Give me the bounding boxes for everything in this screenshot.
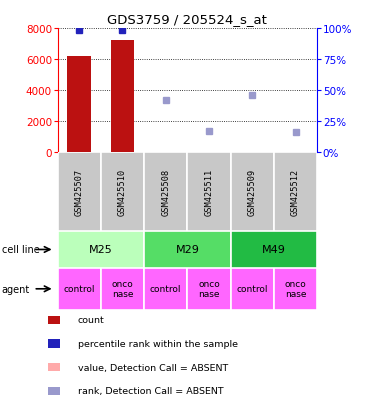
Bar: [58, 231, 144, 268]
Bar: [144, 268, 187, 310]
Bar: [284, 152, 308, 153]
Text: onco
nase: onco nase: [285, 280, 306, 299]
Text: GSM425508: GSM425508: [161, 169, 170, 216]
Text: rank, Detection Call = ABSENT: rank, Detection Call = ABSENT: [78, 386, 224, 395]
Bar: [58, 268, 101, 310]
Text: count: count: [78, 316, 105, 325]
Text: GSM425507: GSM425507: [75, 169, 83, 216]
Text: GSM425511: GSM425511: [204, 169, 213, 216]
Bar: [240, 152, 264, 153]
Bar: [144, 153, 187, 231]
Text: onco
nase: onco nase: [198, 280, 220, 299]
Bar: [144, 231, 231, 268]
Text: value, Detection Call = ABSENT: value, Detection Call = ABSENT: [78, 363, 228, 372]
Text: GSM425509: GSM425509: [248, 169, 257, 216]
Text: M29: M29: [175, 245, 199, 255]
Text: M49: M49: [262, 245, 286, 255]
Text: agent: agent: [2, 284, 30, 294]
Text: GSM425510: GSM425510: [118, 169, 127, 216]
Bar: [154, 152, 178, 153]
Text: M25: M25: [89, 245, 113, 255]
Text: cell line: cell line: [2, 245, 40, 255]
Bar: [111, 41, 134, 153]
Text: percentile rank within the sample: percentile rank within the sample: [78, 339, 238, 348]
Text: onco
nase: onco nase: [112, 280, 133, 299]
Bar: [197, 152, 221, 153]
Bar: [274, 153, 317, 231]
Text: control: control: [237, 285, 268, 294]
Bar: [101, 268, 144, 310]
Bar: [274, 268, 317, 310]
Bar: [101, 153, 144, 231]
Bar: [67, 57, 91, 153]
Text: control: control: [63, 285, 95, 294]
Bar: [58, 153, 101, 231]
Bar: [231, 153, 274, 231]
Text: control: control: [150, 285, 181, 294]
Bar: [187, 268, 231, 310]
Bar: [187, 153, 231, 231]
Bar: [231, 231, 317, 268]
Bar: [231, 268, 274, 310]
Title: GDS3759 / 205524_s_at: GDS3759 / 205524_s_at: [108, 13, 267, 26]
Text: GSM425512: GSM425512: [291, 169, 300, 216]
